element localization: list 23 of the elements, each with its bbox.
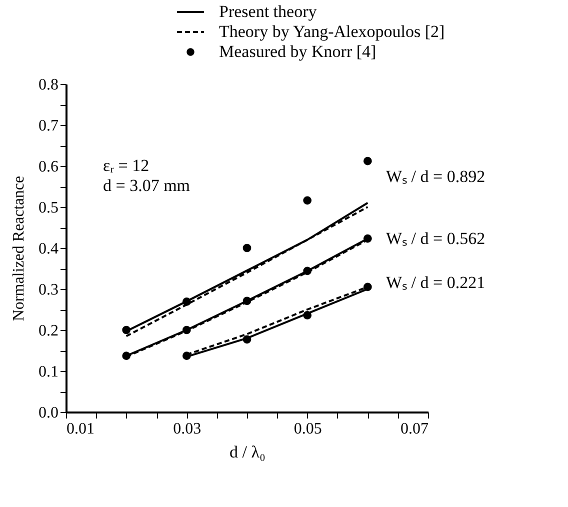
annotation: Wₛ / d = 0.892 [386, 167, 486, 186]
y-tick-label: 0.7 [38, 118, 58, 134]
y-tick-label: 0.4 [38, 240, 58, 258]
y-tick-label: 0.8 [38, 76, 58, 94]
x-tick-label: 0.03 [173, 420, 202, 438]
x-tick-label: 0.07 [400, 420, 428, 438]
annotation: d = 3.07 mm [103, 176, 190, 195]
annotation: εᵣ = 12 [103, 156, 150, 175]
legend-label: Theory by Yang-Alexopoulos [2] [219, 22, 445, 41]
x-axis-title: d / λ₀ [230, 442, 266, 462]
y-tick-label: 0.3 [38, 282, 58, 298]
annotation: Wₛ / d = 0.562 [386, 229, 486, 248]
y-axis-title: Normalized Reactance [10, 176, 28, 322]
x-tick-label: 0.05 [294, 420, 322, 438]
y-tick-label: 0.1 [38, 364, 58, 380]
legend-label: Present theory [219, 2, 318, 21]
x-tick-label: 0.01 [66, 420, 94, 438]
y-tick-label: 0.5 [38, 200, 58, 216]
y-tick-label: 0.2 [38, 322, 58, 340]
annotation: Wₛ / d = 0.221 [386, 273, 486, 292]
y-tick-label: 0.6 [38, 158, 58, 176]
y-tick-label: 0.0 [38, 404, 58, 422]
legend-label: Measured by Knorr [4] [219, 42, 376, 61]
